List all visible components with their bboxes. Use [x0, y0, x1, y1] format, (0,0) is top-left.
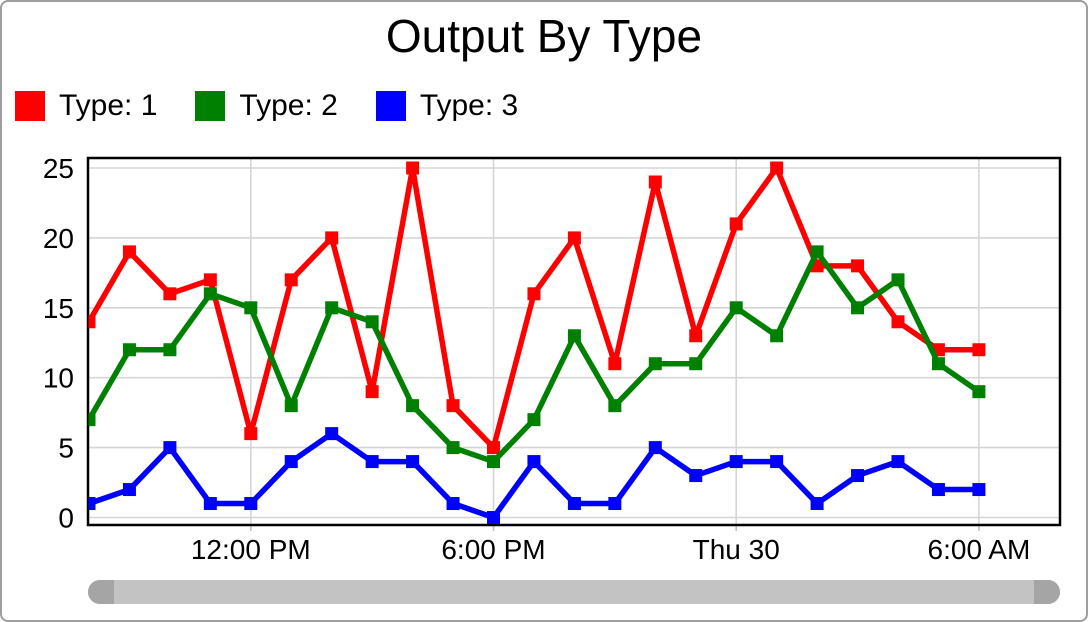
legend-swatch [15, 91, 45, 121]
data-point-marker [284, 399, 298, 413]
data-point-marker [487, 455, 500, 469]
data-point-marker [851, 259, 865, 273]
data-point-marker [689, 329, 703, 343]
x-axis-label: 6:00 AM [928, 534, 1031, 565]
data-point-marker [406, 161, 420, 175]
legend-label: Type: 2 [239, 89, 338, 122]
y-axis-label: 20 [43, 223, 74, 254]
data-point-marker [244, 427, 258, 441]
data-point-marker [88, 413, 96, 427]
data-point-marker [729, 301, 743, 315]
data-point-marker [365, 315, 379, 329]
data-point-marker [689, 469, 703, 483]
data-point-marker [244, 497, 258, 511]
legend-swatch [375, 91, 406, 121]
data-point-marker [365, 385, 379, 399]
y-axis-label: 5 [58, 433, 74, 464]
data-point-marker [88, 315, 96, 329]
data-point-marker [648, 441, 662, 455]
data-point-marker [608, 497, 622, 511]
data-point-marker [527, 455, 541, 469]
data-point-marker [891, 273, 905, 287]
x-axis-label: 6:00 PM [441, 534, 545, 565]
legend-item-2[interactable]: Type: 2 [195, 89, 338, 123]
data-point-marker [648, 175, 662, 189]
series-line-2 [88, 249, 981, 465]
data-point-marker [972, 343, 986, 357]
data-point-marker [446, 399, 460, 413]
legend-label: Type: 3 [419, 89, 519, 122]
data-point-marker [931, 357, 945, 371]
data-point-marker [851, 301, 865, 315]
data-point-marker [608, 399, 622, 413]
x-axis-label: 12:00 PM [191, 534, 311, 565]
data-point-marker [972, 385, 986, 399]
data-point-marker [284, 273, 298, 287]
data-point-marker [770, 455, 784, 469]
legend: Type: 1 Type: 2 Type: 3 [15, 89, 518, 123]
series-3 [88, 427, 986, 524]
y-axis-label: 10 [43, 363, 74, 394]
series-line-3 [88, 430, 979, 521]
data-point-marker [648, 357, 662, 371]
data-point-marker [446, 497, 460, 511]
legend-label: Type: 1 [59, 89, 158, 122]
data-point-marker [163, 441, 177, 455]
plot-border [86, 156, 1062, 527]
legend-item-3[interactable]: Type: 3 [375, 89, 519, 123]
data-point-marker [325, 427, 339, 441]
data-point-marker [689, 357, 703, 371]
data-point-marker [931, 483, 945, 497]
data-point-marker [810, 245, 824, 259]
data-point-marker [122, 245, 136, 259]
data-point-marker [810, 497, 824, 511]
series-2 [88, 245, 986, 469]
data-point-marker [203, 273, 217, 287]
y-axis-label: 15 [43, 293, 74, 324]
data-point-marker [163, 343, 177, 357]
data-point-marker [851, 469, 865, 483]
h-scrollbar[interactable] [88, 580, 1060, 604]
data-point-marker [487, 511, 500, 524]
data-point-marker [527, 287, 541, 301]
data-point-marker [729, 455, 743, 469]
y-axis-label: 0 [58, 503, 74, 534]
data-point-marker [244, 301, 258, 315]
data-point-marker [891, 455, 905, 469]
legend-swatch [195, 91, 226, 121]
data-point-marker [122, 343, 136, 357]
data-point-marker [163, 287, 177, 301]
data-point-marker [122, 483, 136, 497]
scrollbar-left-handle[interactable] [88, 580, 114, 604]
data-point-marker [770, 161, 784, 175]
data-point-marker [446, 441, 460, 455]
data-point-marker [770, 329, 784, 343]
data-point-marker [608, 357, 622, 371]
data-point-marker [365, 455, 379, 469]
data-point-marker [203, 497, 217, 511]
legend-item-1[interactable]: Type: 1 [15, 89, 157, 123]
data-point-marker [284, 455, 298, 469]
data-point-marker [203, 287, 217, 301]
data-point-marker [325, 301, 339, 315]
data-point-marker [567, 329, 581, 343]
data-point-marker [567, 497, 581, 511]
data-point-marker [88, 497, 96, 511]
data-point-marker [487, 441, 500, 455]
data-point-marker [567, 231, 581, 245]
data-point-marker [527, 413, 541, 427]
scrollbar-right-handle[interactable] [1034, 580, 1060, 604]
data-point-marker [729, 217, 743, 231]
data-point-marker [406, 399, 420, 413]
data-point-marker [891, 315, 905, 329]
chart-title: Output By Type [385, 10, 703, 62]
data-point-marker [325, 231, 339, 245]
data-point-marker [972, 483, 986, 497]
y-axis-label: 25 [43, 153, 74, 184]
x-axis-label: Thu 30 [693, 534, 780, 565]
data-point-marker [406, 455, 420, 469]
